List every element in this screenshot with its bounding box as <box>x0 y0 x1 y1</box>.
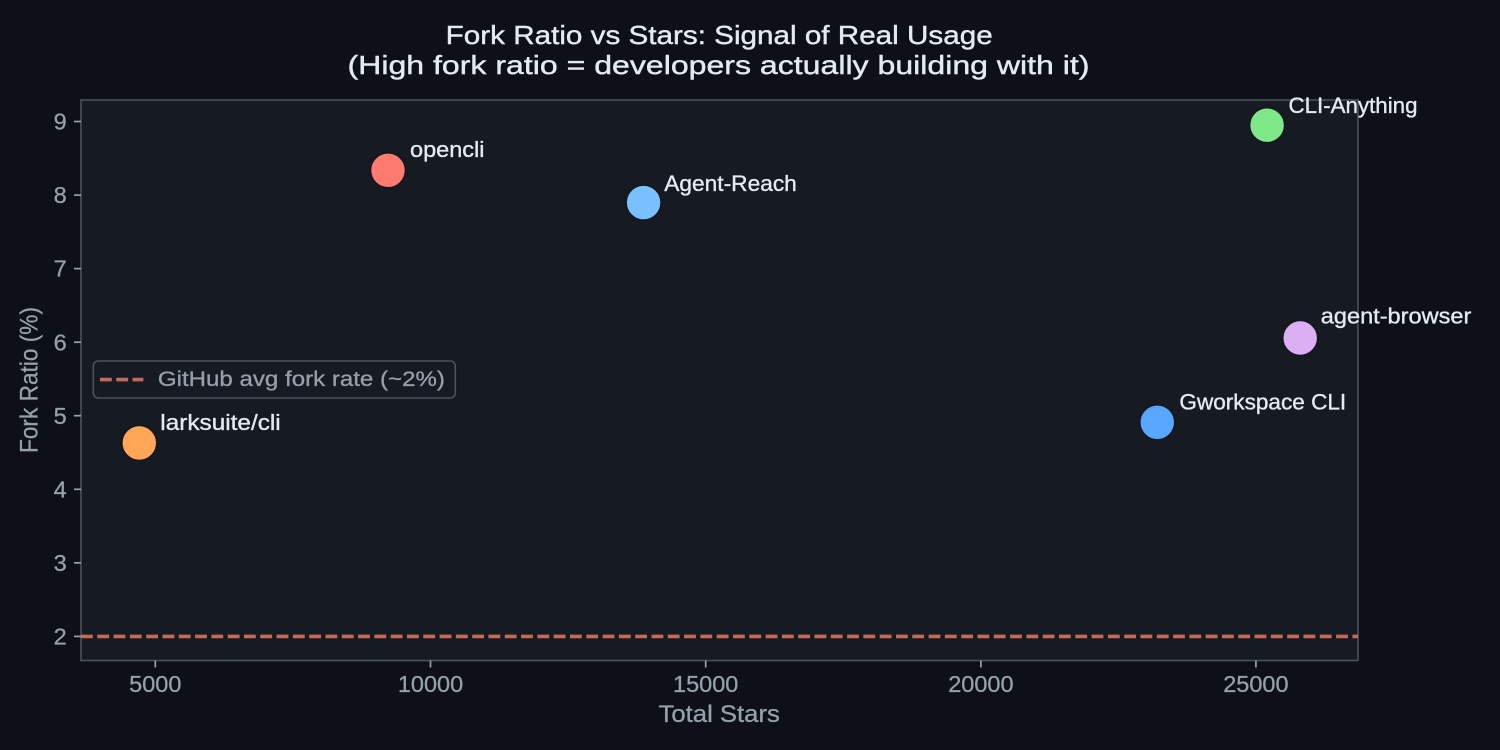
svg-text:5: 5 <box>54 403 67 429</box>
svg-text:25000: 25000 <box>1223 671 1288 697</box>
svg-text:6: 6 <box>54 329 67 355</box>
svg-text:3: 3 <box>54 550 67 576</box>
svg-text:Agent-Reach: Agent-Reach <box>664 171 797 196</box>
svg-text:agent-browser: agent-browser <box>1321 304 1472 329</box>
svg-text:CLI-Anything: CLI-Anything <box>1289 93 1418 118</box>
svg-text:10000: 10000 <box>398 671 463 697</box>
svg-text:8: 8 <box>54 182 67 208</box>
svg-text:5000: 5000 <box>129 671 181 697</box>
svg-text:larksuite/cli: larksuite/cli <box>160 410 280 435</box>
svg-text:9: 9 <box>54 109 67 135</box>
svg-text:2: 2 <box>54 624 67 650</box>
svg-text:15000: 15000 <box>673 671 738 697</box>
svg-text:Gworkspace CLI: Gworkspace CLI <box>1179 389 1346 414</box>
svg-text:opencli: opencli <box>410 137 485 162</box>
svg-text:(High fork ratio = developers: (High fork ratio = developers actually b… <box>348 50 1090 80</box>
svg-text:4: 4 <box>54 476 67 502</box>
svg-text:20000: 20000 <box>948 671 1013 697</box>
svg-text:GitHub avg fork rate (~2%): GitHub avg fork rate (~2%) <box>158 367 445 391</box>
svg-text:Total Stars: Total Stars <box>659 701 780 728</box>
svg-text:Fork Ratio vs Stars: Signal of: Fork Ratio vs Stars: Signal of Real Usag… <box>446 20 993 50</box>
svg-text:Fork Ratio (%): Fork Ratio (%) <box>16 307 44 453</box>
svg-text:7: 7 <box>54 256 67 282</box>
